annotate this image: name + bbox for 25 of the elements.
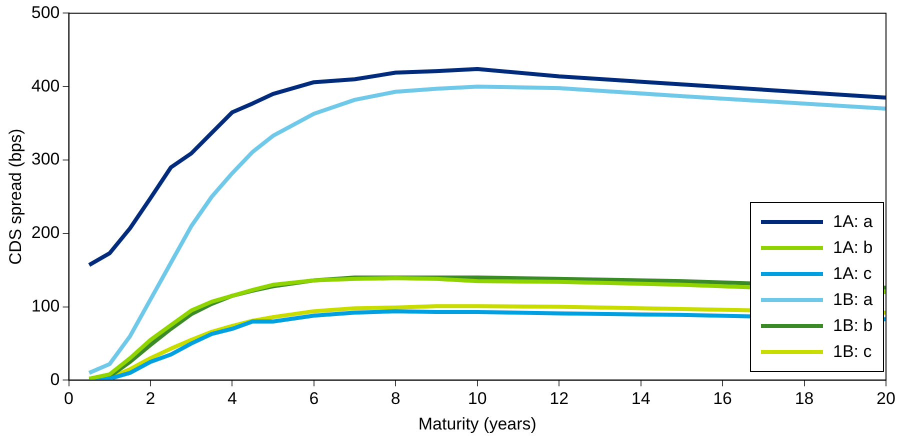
- x-tick-label: 4: [227, 389, 237, 408]
- x-tick-label: 0: [64, 389, 74, 408]
- x-tick-label: 8: [390, 389, 400, 408]
- x-tick-label: 2: [146, 389, 156, 408]
- y-tick-label: 100: [31, 296, 60, 316]
- y-tick-label: 200: [31, 223, 60, 242]
- legend-label: 1B: a: [833, 290, 873, 310]
- legend-label: 1A: c: [833, 264, 872, 284]
- y-tick-label: 0: [50, 370, 60, 389]
- x-tick-label: 16: [713, 389, 732, 408]
- x-tick-label: 10: [468, 389, 487, 408]
- y-tick-label: 500: [31, 2, 60, 22]
- y-tick-label: 300: [31, 150, 60, 169]
- x-axis-title: Maturity (years): [418, 414, 536, 434]
- legend-label: 1A: a: [833, 212, 873, 232]
- x-tick-label: 18: [794, 389, 814, 408]
- legend-label: 1A: b: [833, 238, 873, 258]
- y-tick-label: 400: [31, 76, 60, 96]
- x-tick-label: 6: [309, 389, 319, 408]
- x-tick-label: 14: [631, 389, 650, 408]
- y-axis-title: CDS spread (bps): [6, 128, 25, 265]
- legend-label: 1B: b: [833, 316, 873, 336]
- legend-label: 1B: c: [833, 342, 872, 362]
- x-tick-label: 20: [876, 389, 896, 408]
- x-tick-label: 12: [550, 389, 569, 408]
